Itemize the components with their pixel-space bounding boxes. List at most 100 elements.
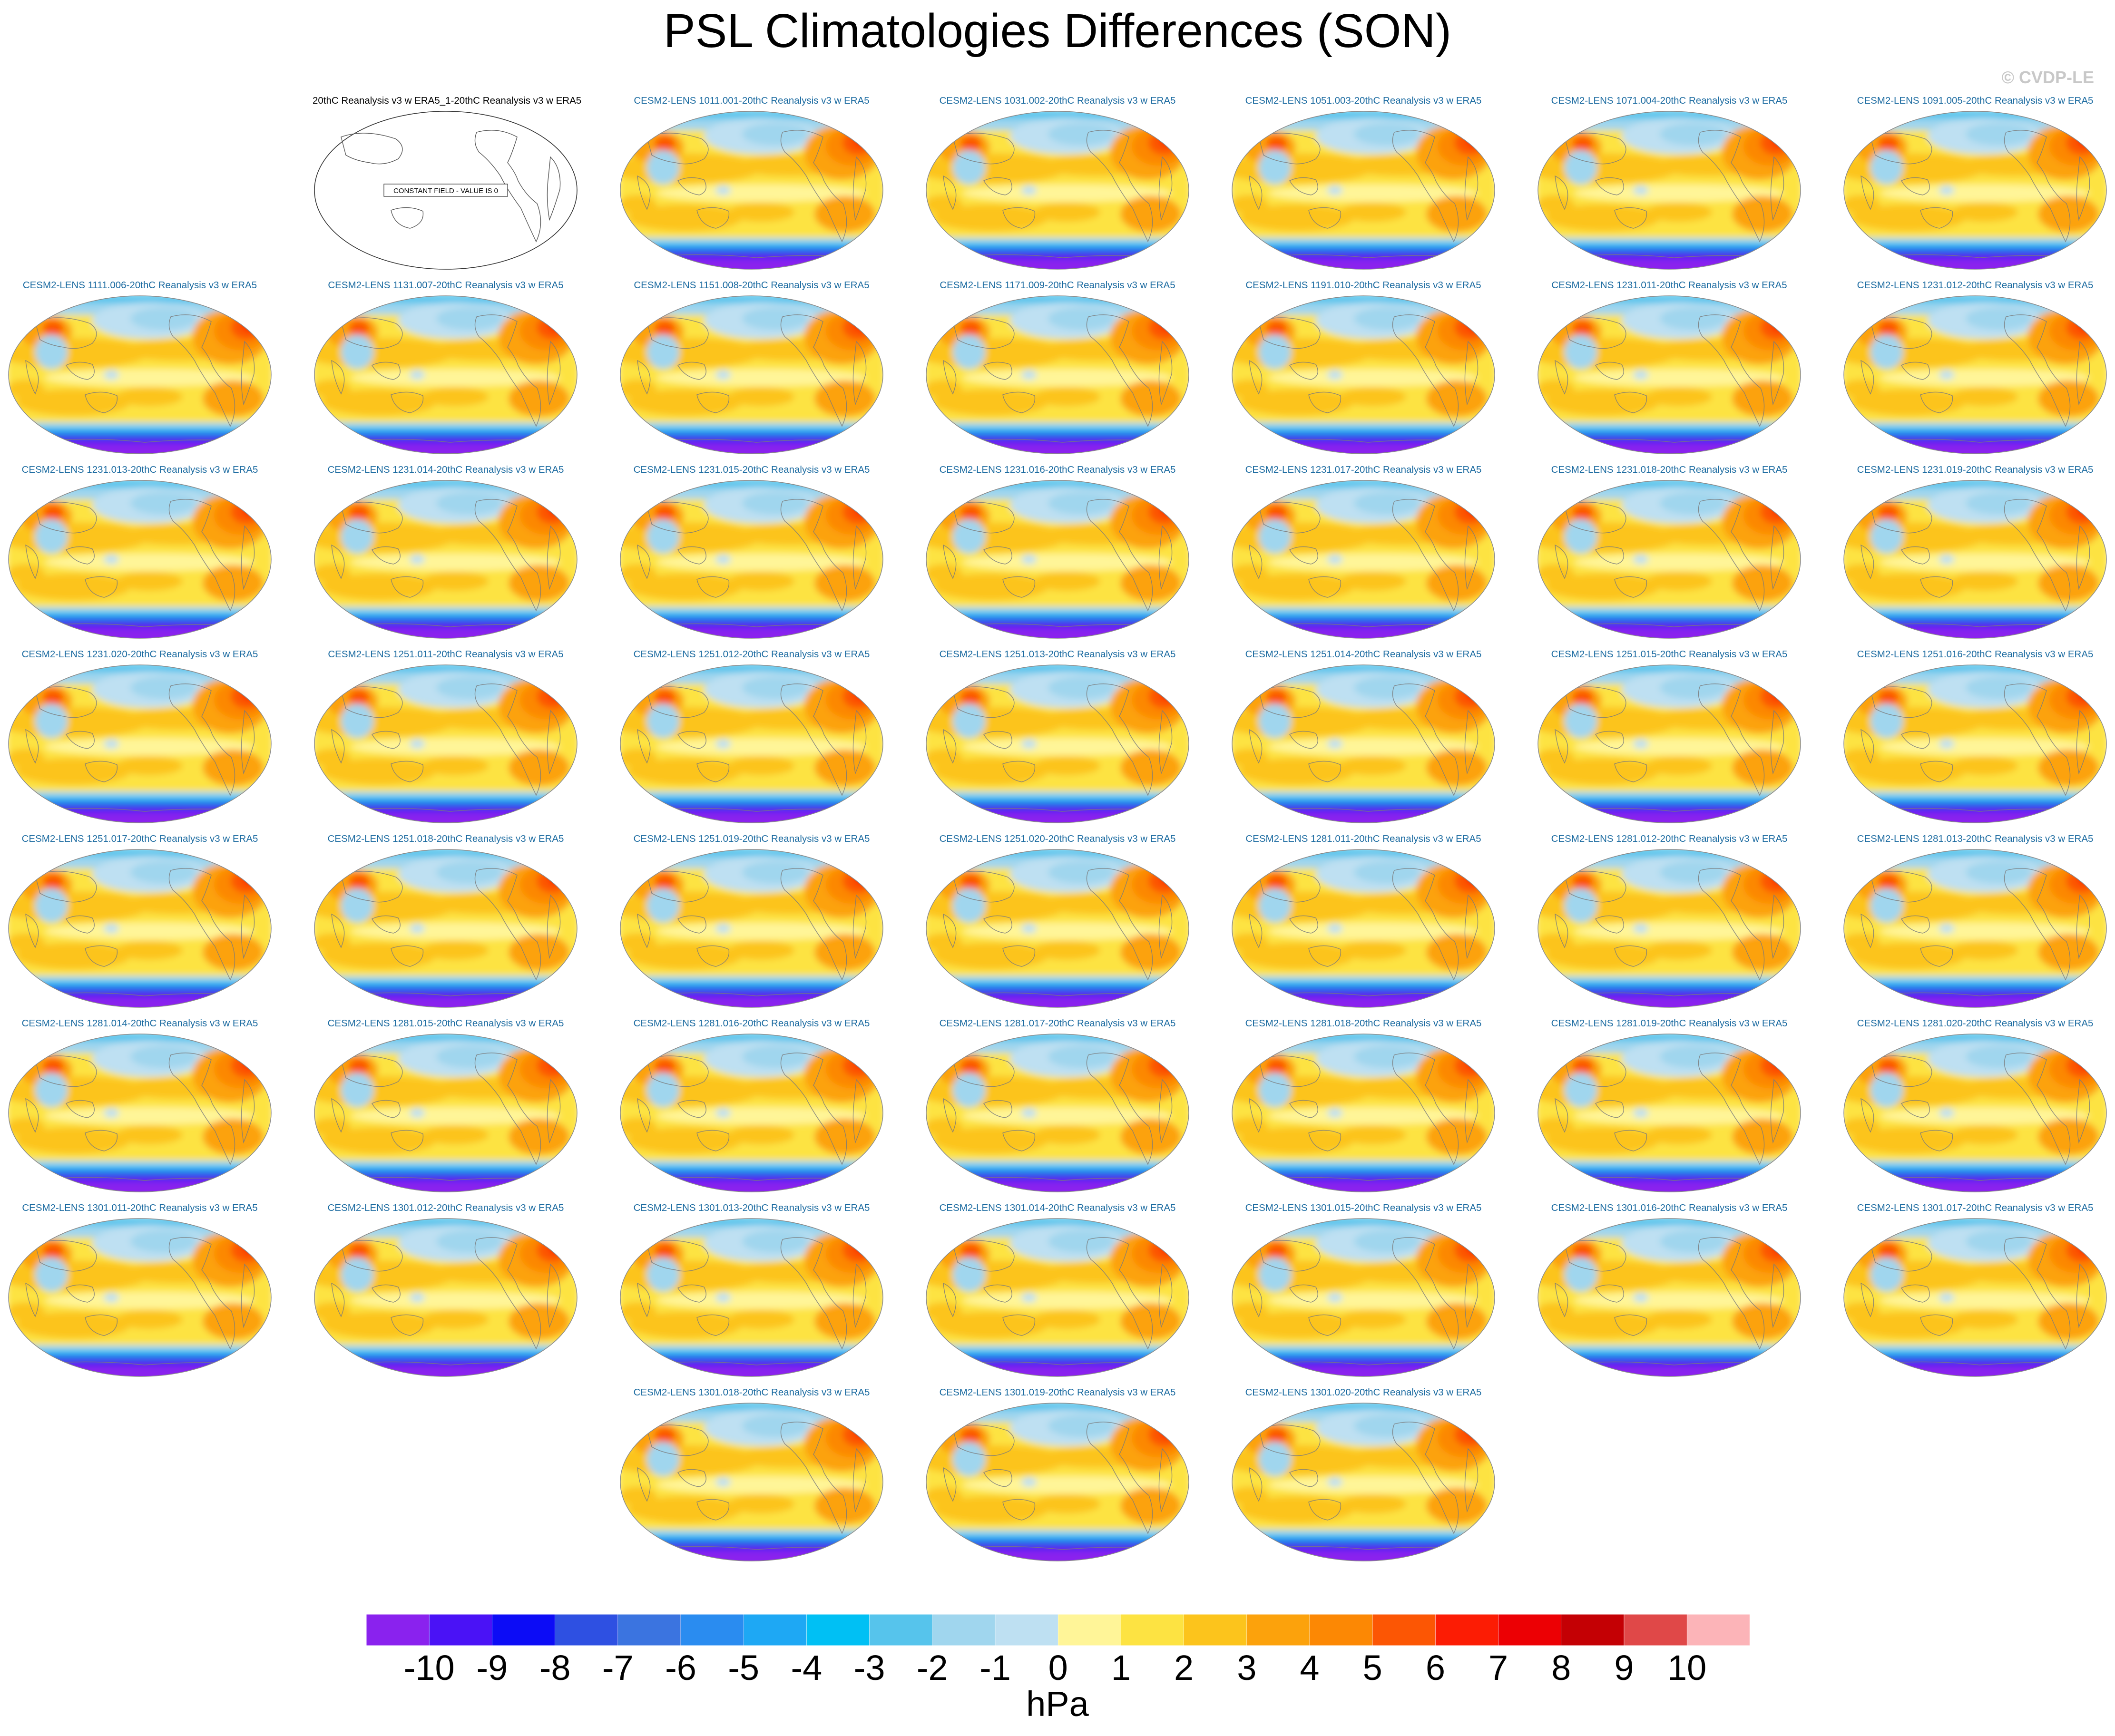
psl-difference-map [8,849,272,1008]
map-panel: CESM2-LENS 1231.019-20thC Reanalysis v3 … [1842,464,2108,645]
colorbar-box [743,1614,807,1646]
colorbar-box [555,1614,618,1646]
panel-title: CESM2-LENS 1251.011-20thC Reanalysis v3 … [328,649,564,660]
panel-title: CESM2-LENS 1281.014-20thC Reanalysis v3 … [21,1018,258,1029]
observation-panel: 20thC Reanalysis v3 w ERA5_1-20thC Reana… [313,95,582,276]
psl-difference-map [1843,664,2107,823]
panel-title: CESM2-LENS 1231.019-20thC Reanalysis v3 … [1857,464,2094,475]
psl-difference-map [1232,1403,1495,1561]
map-panel: CESM2-LENS 1131.007-20thC Reanalysis v3 … [313,280,579,460]
panel-title: CESM2-LENS 1251.016-20thC Reanalysis v3 … [1857,649,2094,660]
panel-title: CESM2-LENS 1251.019-20thC Reanalysis v3 … [633,833,870,844]
panel-title: CESM2-LENS 1301.015-20thC Reanalysis v3 … [1245,1202,1482,1213]
colorbar-box [806,1614,870,1646]
psl-difference-map [926,664,1189,823]
panel-title: CESM2-LENS 1131.007-20thC Reanalysis v3 … [328,280,564,291]
map-panel: CESM2-LENS 1111.006-20thC Reanalysis v3 … [7,280,273,460]
psl-difference-map [8,295,272,454]
map-panel: CESM2-LENS 1251.012-20thC Reanalysis v3 … [618,649,885,829]
colorbar [366,1614,1750,1646]
psl-difference-map [926,1403,1189,1561]
psl-difference-map [926,1034,1189,1192]
panel-title: CESM2-LENS 1301.014-20thC Reanalysis v3 … [939,1202,1176,1213]
map-panel: CESM2-LENS 1281.019-20thC Reanalysis v3 … [1536,1018,1802,1199]
panel-title: CESM2-LENS 1251.012-20thC Reanalysis v3 … [633,649,870,660]
panel-title: CESM2-LENS 1301.017-20thC Reanalysis v3 … [1857,1202,2094,1213]
psl-difference-map [1843,1034,2107,1192]
panel-title: 20thC Reanalysis v3 w ERA5_1-20thC Reana… [313,95,582,106]
panel-title: CESM2-LENS 1231.015-20thC Reanalysis v3 … [633,464,870,475]
psl-difference-map [620,295,883,454]
panel-title: CESM2-LENS 1301.013-20thC Reanalysis v3 … [633,1202,870,1213]
map-panel: CESM2-LENS 1231.017-20thC Reanalysis v3 … [1230,464,1497,645]
colorbar-tick-label: -9 [476,1648,508,1687]
colorbar-box [995,1614,1058,1646]
panel-title: CESM2-LENS 1111.006-20thC Reanalysis v3 … [22,280,257,291]
psl-difference-map [8,1034,272,1192]
colorbar-box [492,1614,555,1646]
psl-difference-map [1843,480,2107,639]
psl-difference-map [1843,295,2107,454]
colorbar-tick-label: -6 [665,1648,696,1687]
panel-title: CESM2-LENS 1281.019-20thC Reanalysis v3 … [1551,1018,1788,1029]
map-panel: CESM2-LENS 1301.011-20thC Reanalysis v3 … [7,1202,273,1383]
colorbar-box [869,1614,933,1646]
colorbar-tick-label: 2 [1174,1648,1194,1687]
psl-difference-map [1537,664,1801,823]
psl-difference-map [1232,664,1495,823]
psl-difference-map [1843,849,2107,1008]
psl-difference-map [1537,480,1801,639]
colorbar-tick-label: 9 [1614,1648,1634,1687]
panel-title: CESM2-LENS 1301.011-20thC Reanalysis v3 … [22,1202,258,1213]
colorbar-box [1686,1614,1750,1646]
constant-field-map: CONSTANT FIELD - VALUE IS 0 [314,111,578,270]
colorbar-box [1184,1614,1247,1646]
map-panel: CESM2-LENS 1231.011-20thC Reanalysis v3 … [1536,280,1802,460]
psl-difference-map [620,849,883,1008]
psl-difference-map [1537,111,1801,270]
map-panel: CESM2-LENS 1051.003-20thC Reanalysis v3 … [1230,95,1497,276]
map-panel: CESM2-LENS 1031.002-20thC Reanalysis v3 … [924,95,1191,276]
map-panel: CESM2-LENS 1251.013-20thC Reanalysis v3 … [924,649,1191,829]
panel-title: CESM2-LENS 1301.018-20thC Reanalysis v3 … [633,1387,870,1398]
colorbar-tick-label: 7 [1488,1648,1508,1687]
colorbar-tick-label: -1 [979,1648,1011,1687]
map-panel: CESM2-LENS 1281.015-20thC Reanalysis v3 … [313,1018,579,1199]
psl-difference-map [314,664,578,823]
psl-difference-map [1537,295,1801,454]
map-panel: CESM2-LENS 1281.014-20thC Reanalysis v3 … [7,1018,273,1199]
psl-difference-map [314,1218,578,1377]
map-panel: CESM2-LENS 1251.015-20thC Reanalysis v3 … [1536,649,1802,829]
map-panel: CESM2-LENS 1091.005-20thC Reanalysis v3 … [1842,95,2108,276]
map-panel: CESM2-LENS 1011.001-20thC Reanalysis v3 … [618,95,885,276]
panel-title: CESM2-LENS 1281.017-20thC Reanalysis v3 … [939,1018,1176,1029]
panel-title: CESM2-LENS 1251.014-20thC Reanalysis v3 … [1245,649,1482,660]
panel-title: CESM2-LENS 1091.005-20thC Reanalysis v3 … [1857,95,2094,106]
panel-title: CESM2-LENS 1231.016-20thC Reanalysis v3 … [939,464,1176,475]
colorbar-tick-label: 5 [1362,1648,1382,1687]
map-panel: CESM2-LENS 1281.020-20thC Reanalysis v3 … [1842,1018,2108,1199]
psl-difference-map [8,1218,272,1377]
map-panel: CESM2-LENS 1251.011-20thC Reanalysis v3 … [313,649,579,829]
colorbar-box [617,1614,681,1646]
psl-difference-map [314,1034,578,1192]
map-panel: CESM2-LENS 1281.013-20thC Reanalysis v3 … [1842,833,2108,1014]
colorbar-box [1372,1614,1436,1646]
credit-label: © CVDP-LE [2001,68,2094,87]
map-panel: CESM2-LENS 1231.020-20thC Reanalysis v3 … [7,649,273,829]
panel-title: CESM2-LENS 1231.013-20thC Reanalysis v3 … [21,464,258,475]
panel-title: CESM2-LENS 1301.020-20thC Reanalysis v3 … [1245,1387,1482,1398]
panel-title: CESM2-LENS 1231.012-20thC Reanalysis v3 … [1857,280,2094,291]
panel-title: CESM2-LENS 1281.020-20thC Reanalysis v3 … [1857,1018,2094,1029]
psl-difference-map [8,664,272,823]
map-panel: CESM2-LENS 1301.016-20thC Reanalysis v3 … [1536,1202,1802,1383]
panel-title: CESM2-LENS 1231.020-20thC Reanalysis v3 … [21,649,258,660]
map-panel: CESM2-LENS 1231.013-20thC Reanalysis v3 … [7,464,273,645]
psl-difference-map [1232,111,1495,270]
colorbar-tick-label: 4 [1300,1648,1320,1687]
psl-difference-map [1537,1034,1801,1192]
map-panel: CESM2-LENS 1281.017-20thC Reanalysis v3 … [924,1018,1191,1199]
psl-difference-map [8,480,272,639]
psl-difference-map [620,111,883,270]
psl-difference-map [314,295,578,454]
